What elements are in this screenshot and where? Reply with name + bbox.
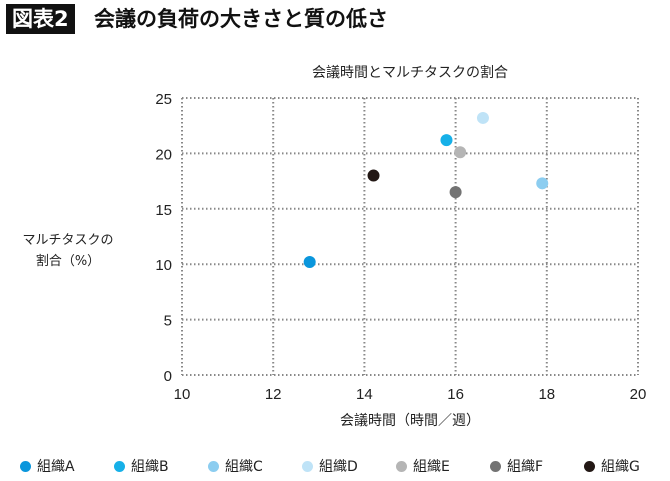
chart-title: 会議時間とマルチタスクの割合 — [312, 65, 508, 81]
y-tick-label: 25 — [155, 91, 172, 108]
data-point-組織F — [449, 186, 462, 199]
legend-label: 組織F — [507, 459, 544, 475]
legend-label: 組織D — [319, 459, 358, 475]
data-point-組織A — [303, 255, 316, 268]
legend-label: 組織A — [37, 459, 75, 475]
x-tick-label: 12 — [265, 386, 282, 403]
y-tick-label: 15 — [155, 202, 172, 219]
x-tick-label: 14 — [356, 386, 373, 403]
data-point-組織G — [367, 169, 380, 182]
legend-marker-icon — [490, 460, 501, 472]
legend-item: 組織A — [20, 456, 114, 476]
legend-item: 組織B — [114, 456, 208, 476]
y-tick-label: 0 — [164, 368, 172, 385]
legend-item: 組織F — [490, 456, 584, 476]
y-tick-label: 20 — [155, 146, 172, 163]
y-tick-label: 5 — [164, 313, 172, 330]
y-axis-label: マルチタスクの 割合（%） — [22, 233, 114, 269]
legend-item: 組織G — [584, 456, 670, 476]
x-tick-label: 16 — [447, 386, 464, 403]
legend-label: 組織B — [131, 459, 169, 475]
figure-label: 図表2 — [6, 4, 75, 34]
legend-label: 組織C — [225, 459, 263, 475]
x-tick-label: 10 — [174, 386, 191, 403]
data-point-組織E — [454, 146, 467, 159]
legend-item: 組織D — [302, 456, 396, 476]
data-point-組織C — [536, 177, 549, 190]
figure-title: 会議の負荷の大きさと質の低さ — [94, 7, 388, 31]
y-tick-label: 10 — [155, 257, 172, 274]
x-axis-label: 会議時間（時間／週） — [340, 413, 480, 429]
legend-item: 組織C — [208, 456, 302, 476]
legend-item: 組織E — [396, 456, 490, 476]
x-tick-label: 18 — [538, 386, 555, 403]
legend-label: 組織G — [601, 459, 640, 475]
data-point-組織D — [476, 111, 489, 124]
legend-label: 組織E — [413, 459, 450, 475]
legend-marker-icon — [208, 460, 219, 472]
legend-marker-icon — [302, 460, 313, 472]
legend-marker-icon — [396, 460, 407, 472]
x-tick-label: 20 — [630, 386, 647, 403]
legend-marker-icon — [20, 460, 31, 472]
legend-marker-icon — [114, 460, 125, 472]
legend: 組織A 組織B 組織C 組織D 組織E 組織F 組織G — [20, 456, 670, 476]
legend-marker-icon — [584, 460, 595, 472]
data-point-組織B — [440, 134, 453, 147]
